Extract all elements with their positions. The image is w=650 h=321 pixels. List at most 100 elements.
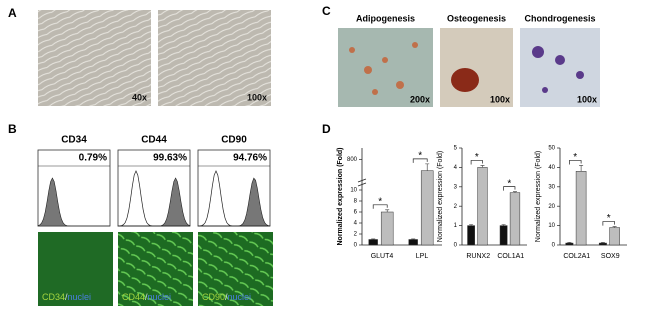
micrograph bbox=[338, 28, 433, 107]
y-tick-label: 40 bbox=[548, 165, 555, 171]
percent: 94.76% bbox=[233, 153, 267, 164]
fluorescence-image bbox=[198, 232, 273, 306]
image-title: Chondrogenesis bbox=[524, 13, 595, 23]
bar bbox=[368, 239, 378, 246]
error-bar bbox=[469, 224, 474, 226]
fluorescence-image bbox=[118, 232, 193, 306]
magnification: 40x bbox=[132, 92, 147, 102]
error-bar bbox=[600, 242, 605, 244]
histogram-peak bbox=[118, 177, 191, 227]
x-tick-label: COL2A1 bbox=[563, 253, 590, 260]
y-tick-label: 800 bbox=[347, 157, 358, 163]
significance-bracket bbox=[372, 204, 388, 209]
panel-label: A bbox=[8, 6, 17, 20]
significance: * bbox=[507, 178, 511, 189]
percent: 99.63% bbox=[153, 153, 187, 164]
image-title: Adipogenesis bbox=[356, 13, 415, 23]
magnification: 100x bbox=[577, 94, 597, 104]
stain-label: CD34/nuclei bbox=[42, 292, 91, 302]
y-axis-label: Normalized expression (Fold) bbox=[437, 151, 444, 242]
bar bbox=[509, 192, 521, 246]
stain-marker: CD34 bbox=[42, 292, 65, 302]
histogram-title: CD44 bbox=[141, 135, 167, 146]
significance-bracket bbox=[602, 221, 615, 226]
error-bar bbox=[501, 224, 506, 226]
panel-label: B bbox=[8, 122, 17, 136]
isotype-peak bbox=[197, 170, 270, 227]
y-tick-label: 10 bbox=[548, 223, 555, 229]
bar bbox=[598, 242, 607, 246]
bar bbox=[380, 211, 394, 246]
error-bar bbox=[612, 226, 617, 228]
micrograph bbox=[520, 28, 600, 107]
histogram-peak bbox=[37, 177, 110, 227]
y-tick-label: 50 bbox=[548, 146, 555, 152]
stain-separator: / bbox=[65, 292, 68, 302]
stain-label: CD44/nuclei bbox=[122, 292, 171, 302]
x-tick-label: RUNX2 bbox=[466, 253, 490, 260]
y-tick-label: 0 bbox=[354, 243, 358, 249]
significance-bracket bbox=[470, 160, 483, 165]
histogram-peak bbox=[198, 177, 271, 227]
y-tick-label: 1 bbox=[454, 223, 458, 229]
bar bbox=[408, 239, 418, 246]
stain-counterstain: nuclei bbox=[228, 292, 252, 302]
error-bar bbox=[579, 165, 584, 172]
stain-separator: / bbox=[145, 292, 148, 302]
bar bbox=[477, 167, 488, 246]
error-bar bbox=[371, 238, 376, 240]
y-tick-label: 8 bbox=[354, 199, 358, 205]
x-tick-label: COL1A1 bbox=[497, 253, 524, 260]
micrograph bbox=[38, 10, 151, 106]
y-tick-label: 10 bbox=[350, 188, 357, 194]
significance-bracket bbox=[503, 186, 516, 191]
chondrocytes bbox=[532, 46, 584, 93]
significance: * bbox=[418, 151, 422, 162]
y-tick-label: 6 bbox=[354, 210, 358, 216]
x-tick-label: LPL bbox=[416, 253, 429, 260]
image-title: Osteogenesis bbox=[447, 13, 506, 23]
bar bbox=[575, 171, 587, 246]
y-tick-label: 2 bbox=[354, 232, 358, 238]
y-tick-label: 3 bbox=[454, 184, 458, 190]
error-bar bbox=[425, 163, 430, 171]
mineral-nodule bbox=[451, 68, 479, 92]
bar bbox=[420, 170, 434, 246]
lipid-droplets bbox=[349, 42, 418, 95]
axis-break bbox=[357, 178, 367, 187]
y-axis-label: Normalized expression (Fold) bbox=[535, 151, 542, 242]
y-axis-label: Normalized expression (Fold) bbox=[337, 147, 344, 245]
error-bar bbox=[480, 165, 485, 168]
bar bbox=[499, 225, 508, 246]
histogram-title: CD90 bbox=[221, 135, 247, 146]
significance: * bbox=[607, 213, 611, 224]
significance-bracket bbox=[412, 158, 428, 163]
y-tick-label: 4 bbox=[354, 221, 358, 227]
bar bbox=[609, 227, 620, 246]
x-tick-label: SOX9 bbox=[601, 253, 620, 260]
stain-counterstain: nuclei bbox=[148, 292, 172, 302]
panel-label: D bbox=[322, 122, 331, 136]
significance: * bbox=[573, 152, 577, 163]
fluorescence-image bbox=[38, 232, 113, 306]
y-tick-label: 2 bbox=[454, 204, 458, 210]
y-tick-label: 5 bbox=[454, 146, 458, 152]
stain-separator: / bbox=[225, 292, 228, 302]
stain-counterstain: nuclei bbox=[68, 292, 92, 302]
magnification: 200x bbox=[410, 94, 430, 104]
histogram-title: CD34 bbox=[61, 135, 87, 146]
significance: * bbox=[475, 152, 479, 163]
magnification: 100x bbox=[247, 92, 267, 102]
magnification: 100x bbox=[490, 94, 510, 104]
error-bar bbox=[385, 209, 390, 212]
significance: * bbox=[378, 196, 382, 207]
y-tick-label: 0 bbox=[454, 243, 458, 249]
isotype-peak bbox=[117, 170, 190, 227]
micrograph bbox=[440, 28, 513, 107]
y-tick-label: 0 bbox=[552, 243, 556, 249]
stain-marker: CD44 bbox=[122, 292, 145, 302]
error-bar bbox=[512, 191, 517, 193]
y-tick-label: 20 bbox=[548, 204, 555, 210]
micrograph bbox=[158, 10, 271, 106]
